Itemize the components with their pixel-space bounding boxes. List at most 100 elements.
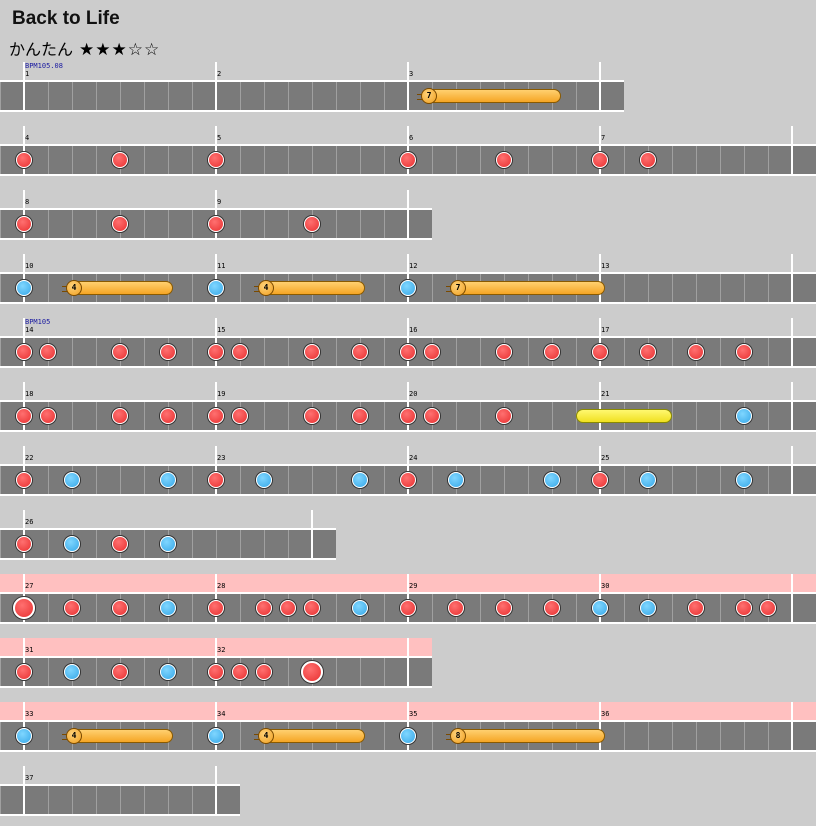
grid-line [288,338,289,366]
don-note [688,600,704,616]
grid-line [672,402,673,430]
grid-line [96,146,97,174]
grid-line [120,82,121,110]
bar-line [599,254,601,304]
difficulty-row: かんたん ★★★☆☆ [9,36,160,60]
grid-line [144,786,145,814]
grid-line [96,82,97,110]
ka-note [160,600,176,616]
measure-number: 34 [217,710,226,718]
measure-number: 22 [25,454,34,462]
don-note [112,664,128,680]
grid-line [288,146,289,174]
grid-line [480,146,481,174]
ka-note [400,728,416,744]
ka-note [208,728,224,744]
grid-line [312,146,313,174]
balloon-roll [72,729,173,743]
don-note [208,600,224,616]
measure-number: 29 [409,582,418,590]
bar-line [407,702,409,752]
don-note [760,600,776,616]
measure-number: 2 [217,70,222,78]
grid-line [384,338,385,366]
balloon-icon: 7 [446,280,466,296]
grid-line [648,722,649,750]
grid-line [96,466,97,494]
measure-number: 16 [409,326,418,334]
balloon-tail [446,286,452,292]
grid-line [672,274,673,302]
chart-row: 37 [0,766,816,826]
grid-line [624,594,625,622]
don-note [16,472,32,488]
bar-line [599,446,601,496]
grid-line [48,466,49,494]
don-note [232,664,248,680]
grid-line [168,146,169,174]
ka-note [256,472,272,488]
measure-number: 1 [25,70,30,78]
grid-line [72,338,73,366]
measure-number: 18 [25,390,34,398]
balloon-roll [427,89,561,103]
balloon-tail [254,734,260,740]
grid-line [744,274,745,302]
don-note [592,344,608,360]
bar-line [23,510,25,560]
bar-line-end [407,638,409,688]
don-note [640,344,656,360]
balloon-icon: 4 [62,280,82,296]
balloon-roll [264,281,365,295]
grid-line [432,594,433,622]
bar-line [23,190,25,240]
measure-number: 5 [217,134,222,142]
bar-line-end [791,382,793,432]
grid-line [336,210,337,238]
grid-line [192,530,193,558]
grid-line [432,146,433,174]
grid-line [240,146,241,174]
grid-line [672,466,673,494]
grid-line [168,786,169,814]
measure-number: 19 [217,390,226,398]
grid-line [480,466,481,494]
grid-line [456,146,457,174]
grid-line [480,402,481,430]
grid-line [0,274,1,302]
grid-line [384,466,385,494]
bar-line [215,446,217,496]
grid-line [696,466,697,494]
measure-number: 25 [601,454,610,462]
balloon-count: 4 [258,280,274,296]
don-note [208,216,224,232]
bar-line [599,126,601,176]
balloon-icon: 4 [62,728,82,744]
measure-number: 9 [217,198,222,206]
grid-line [144,530,145,558]
grid-line [504,466,505,494]
grid-line [480,338,481,366]
grid-line [384,146,385,174]
grid-line [192,82,193,110]
grid-line [192,338,193,366]
chart-row: 1 BPM105.08 2 3 7 [0,62,816,122]
balloon-count: 4 [66,728,82,744]
grid-line [336,402,337,430]
balloon-count: 7 [450,280,466,296]
bar-line [23,382,25,432]
bar-line-end [791,126,793,176]
don-note [208,664,224,680]
grid-line [0,466,1,494]
bar-line [215,190,217,240]
difficulty-name: かんたん [9,40,74,59]
grid-line [576,146,577,174]
measure-number: 15 [217,326,226,334]
grid-line [192,594,193,622]
grid-line [768,338,769,366]
measure-number: 4 [25,134,30,142]
grid-line [336,658,337,686]
grid-line [384,402,385,430]
balloon-count: 4 [66,280,82,296]
grid-line [576,466,577,494]
